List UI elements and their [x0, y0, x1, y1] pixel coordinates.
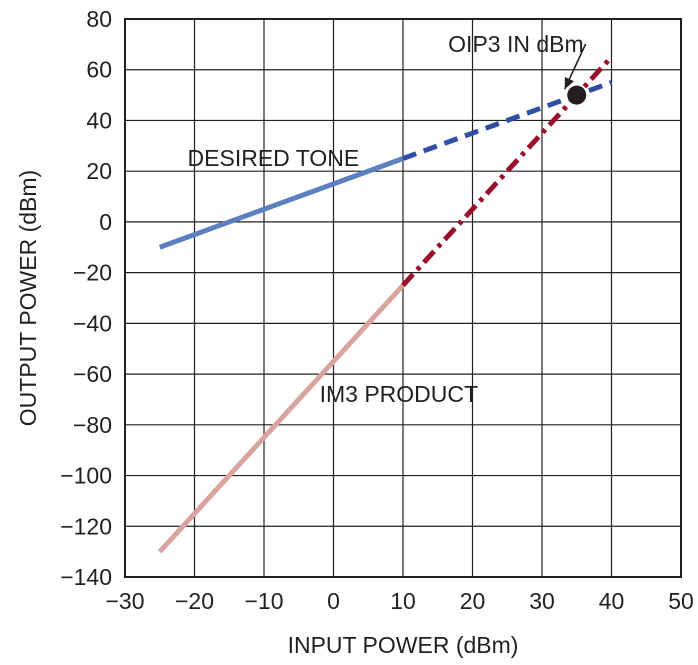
- oip3-intercept-point: [567, 85, 587, 105]
- grid: [125, 19, 681, 577]
- x-tick-label: 50: [668, 588, 694, 614]
- series-im3-product: [157, 55, 614, 554]
- y-axis: 80 60 40 20 0 −20 −40 −60 −80 −100 −120 −140: [60, 6, 112, 590]
- x-tick-label: 20: [460, 588, 486, 614]
- x-tick-label: −30: [105, 588, 144, 614]
- y-tick-label: −60: [73, 361, 112, 387]
- x-tick-label: −20: [175, 588, 214, 614]
- y-tick-label: 80: [86, 6, 112, 32]
- x-tick-label: 30: [529, 588, 555, 614]
- annotation-im3: IM3 PRODUCT: [320, 381, 478, 407]
- series-layer: [157, 55, 614, 554]
- x-axis-label: INPUT POWER (dBm): [288, 632, 519, 658]
- annotations: DESIRED TONE IM3 PRODUCT OIP3 IN dBm: [188, 31, 587, 407]
- x-tick-label: 40: [599, 588, 625, 614]
- y-tick-label: 40: [86, 107, 112, 133]
- x-tick-label: 0: [327, 588, 340, 614]
- oip3-arrowhead: [564, 77, 574, 90]
- y-tick-label: −20: [73, 260, 112, 286]
- y-tick-label: 0: [99, 209, 112, 235]
- y-tick-label: −120: [60, 513, 112, 539]
- x-tick-label: 10: [390, 588, 416, 614]
- y-axis-label: OUTPUT POWER (dBm): [15, 170, 41, 426]
- series-line-solid: [158, 156, 404, 250]
- x-tick-label: −10: [244, 588, 283, 614]
- x-axis: −30 −20 −10 0 10 20 30 40 50: [105, 588, 693, 614]
- y-tick-label: 20: [86, 158, 112, 184]
- y-tick-label: 60: [86, 57, 112, 83]
- y-tick-label: −40: [73, 310, 112, 336]
- annotation-desired: DESIRED TONE: [188, 145, 360, 171]
- y-tick-label: −140: [60, 564, 112, 590]
- y-tick-label: −80: [73, 412, 112, 438]
- annotation-oip3: OIP3 IN dBm: [448, 31, 583, 57]
- y-tick-label: −100: [60, 463, 112, 489]
- plot-frame: [124, 18, 682, 578]
- series-line-solid: [157, 283, 405, 554]
